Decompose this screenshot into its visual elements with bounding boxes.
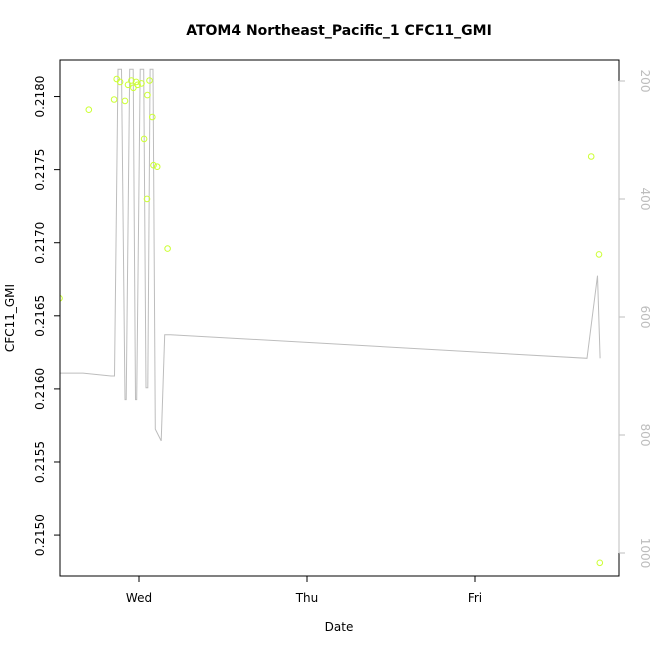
- x-axis-label: Date: [325, 620, 354, 634]
- y2-tick-label: 600: [638, 306, 650, 329]
- y-tick-label: 0.2160: [33, 368, 47, 410]
- data-point: [121, 97, 129, 105]
- chart-title: ATOM4 Northeast_Pacific_1 CFC11_GMI: [186, 23, 492, 39]
- y-axis-label: CFC11_GMI: [3, 284, 17, 352]
- y-tick-label: 0.2150: [33, 514, 47, 556]
- data-point: [164, 245, 171, 252]
- y-tick-label: 0.2165: [33, 295, 47, 337]
- data-point: [153, 163, 161, 170]
- x-tick-label: Thu: [295, 591, 319, 605]
- y-tick-label: 0.2170: [33, 222, 47, 264]
- y2-tick-label: 200: [638, 70, 650, 93]
- data-point: [150, 161, 157, 169]
- plot-area: [60, 68, 604, 567]
- x-tick-label: Wed: [126, 591, 152, 605]
- data-point: [116, 78, 124, 86]
- data-point: [140, 135, 148, 143]
- data-point: [596, 559, 604, 567]
- data-point: [124, 81, 132, 89]
- y2-tick-label: 400: [638, 188, 650, 211]
- data-point: [85, 106, 93, 113]
- x-tick-label: Fri: [468, 591, 482, 605]
- x-axis: Wed Thu Fri: [126, 575, 482, 605]
- data-point: [130, 84, 137, 92]
- data-point: [138, 80, 145, 87]
- data-point: [144, 91, 151, 99]
- data-point: [60, 295, 63, 302]
- data-point: [110, 96, 118, 103]
- y2-tick-label: 1000: [638, 538, 650, 569]
- y-axis: 0.2150 0.2155 0.2160 0.2165 0.2170 0.2175 0.21…: [33, 76, 61, 556]
- data-point: [134, 81, 141, 89]
- data-point: [587, 153, 595, 160]
- series-line: [60, 68, 601, 442]
- y-tick-label: 0.2155: [33, 441, 47, 483]
- data-point: [149, 113, 156, 121]
- data-point: [595, 251, 603, 258]
- data-point: [143, 195, 151, 203]
- y-tick-label: 0.2175: [33, 149, 47, 191]
- data-point: [146, 77, 153, 84]
- y-tick-label: 0.2180: [33, 76, 47, 118]
- y2-tick-label: 800: [638, 424, 650, 447]
- y2-axis: 200 400 600 800 1000: [618, 70, 650, 569]
